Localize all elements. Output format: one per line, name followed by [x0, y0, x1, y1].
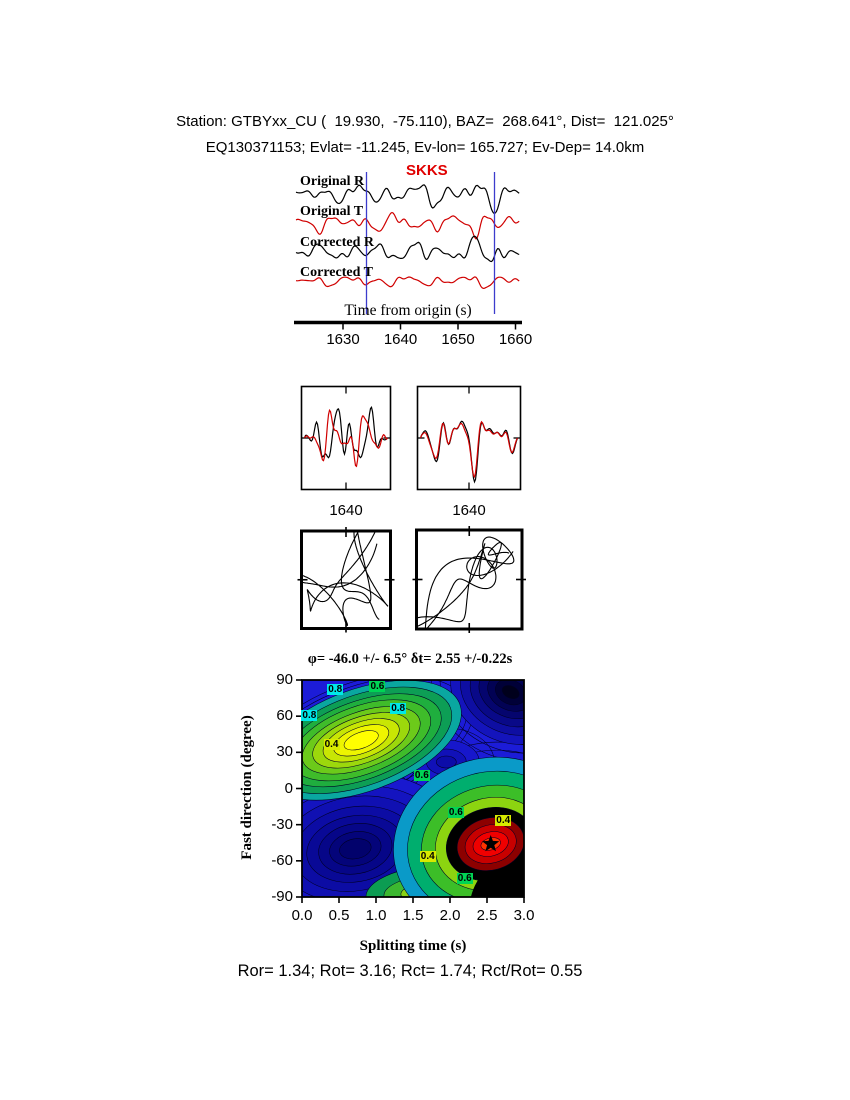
best-fit-star — [482, 835, 500, 852]
time-tick-1650: 1650 — [441, 331, 475, 348]
contour-level-label: 0.4 — [495, 815, 512, 827]
splitting-time-tick-1.5: 1.5 — [402, 907, 424, 924]
time-tick-1630: 1630 — [326, 331, 360, 348]
contour-level-label: 0.4 — [419, 851, 436, 863]
contour-level-label: 0.6 — [456, 872, 473, 884]
contour-level-label: 0.6 — [369, 681, 386, 693]
window-left-time: 1640 — [329, 502, 363, 519]
time-axis-label: Time from origin (s) — [344, 302, 472, 319]
time-tick-1660: 1660 — [498, 331, 533, 348]
fast-direction-tick--90: -90 — [271, 888, 293, 905]
trace-label-2: Original T — [300, 204, 364, 219]
fast-direction-tick--60: -60 — [271, 851, 293, 869]
hodogram-curve-1 — [302, 532, 389, 627]
hodogram-box-1 — [300, 529, 392, 630]
trace-original-r — [295, 184, 520, 214]
fast-direction-tick-60: 60 — [276, 707, 293, 725]
trace-label-4: Corrected T — [300, 265, 373, 280]
trace-original-t — [295, 211, 520, 240]
window-wave-t-1 — [304, 408, 388, 468]
contour-level-label: 0.4 — [323, 739, 340, 751]
contour-level-label: 0.8 — [390, 702, 407, 714]
window-right-time: 1640 — [452, 502, 486, 519]
station-header: Station: GTBYxx_CU ( 19.930, -75.110), B… — [176, 113, 674, 130]
hodogram-curve-2 — [417, 536, 515, 628]
splitting-time-tick-0.0: 0.0 — [291, 907, 313, 924]
phase-label: SKKS — [406, 162, 448, 179]
trace-corrected-r — [295, 235, 520, 263]
event-header: EQ130371153; Evlat= -11.245, Ev-lon= 165… — [205, 139, 645, 156]
window-wave-r-1 — [303, 405, 388, 459]
splitting-time-tick-2.0: 2.0 — [439, 907, 461, 924]
splitting-time-tick-2.5: 2.5 — [476, 907, 498, 924]
trace-label-1: Original R — [300, 174, 365, 189]
fast-direction-tick--30: -30 — [271, 815, 293, 833]
contour-level-label: 0.8 — [301, 710, 318, 722]
contour-level-label: 0.6 — [413, 770, 430, 782]
window-wave-t-2 — [419, 420, 519, 479]
trace-corrected-t — [295, 276, 520, 290]
splitting-time-tick-3.0: 3.0 — [513, 907, 535, 924]
contour-level-label: 0.8 — [327, 683, 344, 695]
trace-label-3: Corrected R — [300, 235, 374, 250]
fast-direction-tick-0: 0 — [284, 779, 293, 797]
contour-level-label: 0.6 — [447, 806, 464, 818]
window-wave-r-2 — [419, 420, 519, 484]
fast-direction-tick-30: 30 — [276, 743, 293, 761]
time-tick-1640: 1640 — [383, 331, 418, 348]
result-title: φ= -46.0 +/- 6.5° δt= 2.55 +/-0.22s — [307, 651, 513, 667]
splitting-time-axis-label: Splitting time (s) — [359, 938, 467, 954]
stats-footer: Ror= 1.34; Rot= 3.16; Rct= 1.74; Rct/Rot… — [237, 962, 583, 980]
splitting-time-tick-1.0: 1.0 — [365, 907, 387, 924]
fast-direction-tick-90: 90 — [276, 671, 293, 688]
splitting-time-tick-0.5: 0.5 — [328, 907, 350, 924]
